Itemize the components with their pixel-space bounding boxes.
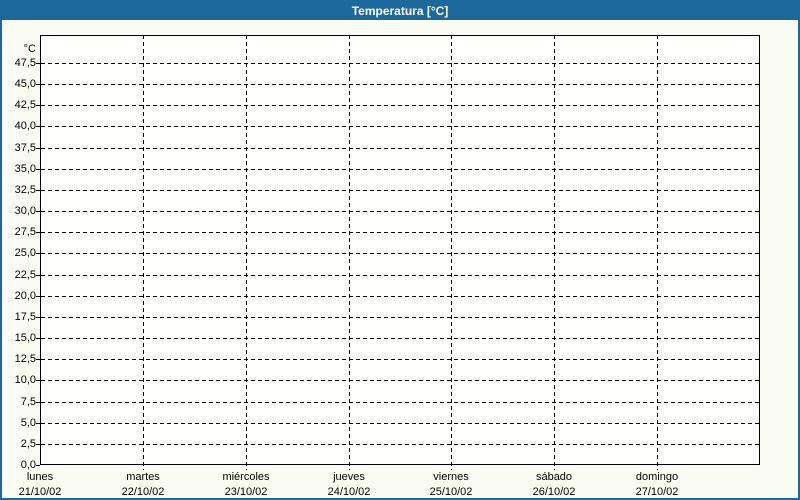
h-gridline <box>41 380 759 381</box>
y-tick-mark <box>36 105 40 106</box>
h-gridline <box>41 317 759 318</box>
x-date-label: 24/10/02 <box>327 486 371 498</box>
h-gridline <box>41 296 759 297</box>
title-bar: Temperatura [°C] <box>2 2 798 20</box>
y-tick-mark <box>36 402 40 403</box>
y-tick-mark <box>36 148 40 149</box>
y-tick-label: 35,0 <box>14 163 36 175</box>
y-tick-label: 30,0 <box>14 205 36 217</box>
x-date-label: 26/10/02 <box>532 486 576 498</box>
y-tick-mark <box>36 169 40 170</box>
y-tick-label: 15,0 <box>14 332 36 344</box>
y-tick-mark <box>36 380 40 381</box>
h-gridline <box>41 63 759 64</box>
h-gridline <box>41 444 759 445</box>
v-gridline <box>554 35 555 470</box>
y-tick-label: 17,5 <box>14 311 36 323</box>
y-tick-label: 37,5 <box>14 142 36 154</box>
x-day-label: lunes <box>26 471 54 483</box>
y-tick-mark <box>36 84 40 85</box>
y-tick-mark <box>36 317 40 318</box>
x-date-label: 23/10/02 <box>224 486 268 498</box>
y-tick-label: 0,0 <box>20 459 36 471</box>
y-tick-mark <box>36 444 40 445</box>
h-gridline <box>41 253 759 254</box>
h-gridline <box>41 338 759 339</box>
y-tick-label: 27,5 <box>14 226 36 238</box>
v-gridline <box>657 35 658 470</box>
y-tick-label: 20,0 <box>14 290 36 302</box>
y-tick-label: 5,0 <box>20 417 36 429</box>
y-tick-label: 10,0 <box>14 374 36 386</box>
h-gridline <box>41 211 759 212</box>
x-day-label: miércoles <box>222 471 270 483</box>
v-gridline <box>143 35 144 470</box>
x-day-label: domingo <box>635 471 679 483</box>
x-day-label: martes <box>126 471 160 483</box>
y-tick-label: 25,0 <box>14 247 36 259</box>
h-gridline <box>41 148 759 149</box>
y-tick-mark <box>36 359 40 360</box>
h-gridline <box>41 359 759 360</box>
h-gridline <box>41 232 759 233</box>
y-tick-label: 22,5 <box>14 269 36 281</box>
h-gridline <box>41 84 759 85</box>
h-gridline <box>41 105 759 106</box>
y-tick-mark <box>36 253 40 254</box>
h-gridline <box>41 423 759 424</box>
y-tick-label: 32,5 <box>14 184 36 196</box>
y-tick-label: 47,5 <box>14 57 36 69</box>
v-gridline <box>246 35 247 470</box>
x-day-label: sábado <box>535 471 573 483</box>
y-tick-label: 45,0 <box>14 78 36 90</box>
h-gridline <box>41 169 759 170</box>
x-date-label: 21/10/02 <box>18 486 62 498</box>
y-tick-mark <box>36 338 40 339</box>
h-gridline <box>41 402 759 403</box>
h-gridline <box>41 275 759 276</box>
h-gridline <box>41 190 759 191</box>
chart-title: Temperatura [°C] <box>351 4 449 18</box>
y-tick-mark <box>36 275 40 276</box>
y-tick-mark <box>36 211 40 212</box>
y-tick-mark <box>36 232 40 233</box>
x-date-label: 27/10/02 <box>635 486 679 498</box>
x-day-label: jueves <box>333 471 365 483</box>
y-tick-label: 40,0 <box>14 120 36 132</box>
y-tick-label: 7,5 <box>20 396 36 408</box>
y-tick-mark <box>36 190 40 191</box>
y-tick-mark <box>36 296 40 297</box>
v-gridline <box>451 35 452 470</box>
y-tick-mark <box>36 423 40 424</box>
chart-area: °C 0,0 2,5 5,0 7,5 10,0 12,5 15,0 17,5 20,0 22,5 2… <box>2 22 798 498</box>
y-tick-mark <box>36 465 40 466</box>
y-tick-label: 2,5 <box>20 438 36 450</box>
v-gridline <box>349 35 350 470</box>
x-day-label: viernes <box>433 471 469 483</box>
plot-area <box>40 35 760 465</box>
y-tick-label: 12,5 <box>14 353 36 365</box>
y-tick-mark <box>36 126 40 127</box>
y-tick-label: 42,5 <box>14 99 36 111</box>
x-date-label: 22/10/02 <box>121 486 165 498</box>
x-date-label: 25/10/02 <box>429 486 473 498</box>
y-tick-mark <box>36 63 40 64</box>
h-gridline <box>41 126 759 127</box>
y-axis-unit-label: °C <box>23 43 36 55</box>
